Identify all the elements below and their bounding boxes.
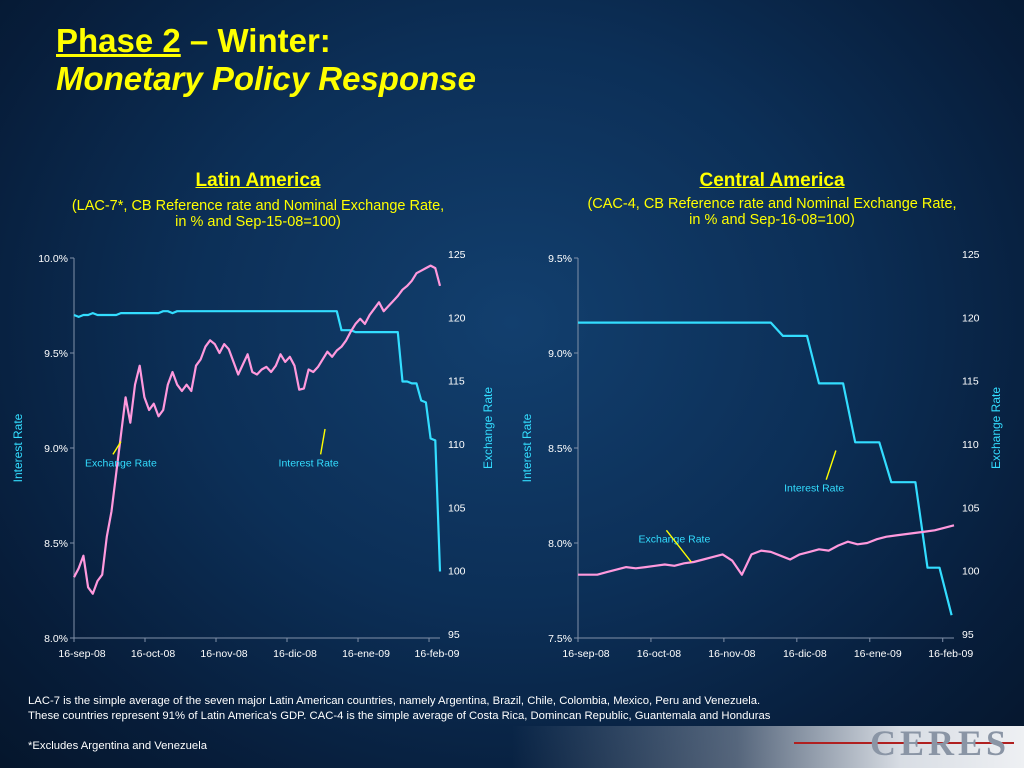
chart2-xtick-label: 16-nov-08: [708, 648, 755, 660]
slide-title-line1: Phase 2 – Winter:: [56, 22, 476, 60]
chart1-xtick-label: 16-nov-08: [200, 648, 247, 660]
chart2-ytick-right-label: 105: [962, 502, 980, 514]
chart2-ytick-left-label: 8.0%: [548, 538, 572, 550]
chart2-ytick-left-label: 9.0%: [548, 348, 572, 360]
chart1-annotation-interest: Interest Rate: [279, 457, 339, 469]
chart1-interest-rate-line: [73, 310, 442, 572]
chart2-xtick-label: 16-ene-09: [854, 648, 902, 660]
chart1-ytick-right-label: 115: [448, 376, 465, 388]
chart1-ytick-right-label: 120: [448, 312, 466, 324]
slide-title-phase: Phase 2: [56, 22, 181, 59]
panel-subtitle-central-america-1: (CAC-4, CB Reference rate and Nominal Ex…: [587, 196, 957, 212]
chart1-ytick-left-label: 10.0%: [38, 253, 68, 265]
chart1-xtick-label: 16-ene-09: [342, 648, 390, 660]
chart1-ytick-right-label: 95: [448, 629, 460, 641]
chart1-exchange-rate-line: [73, 264, 442, 595]
chart2-annotation-interest-arrow: [825, 450, 837, 480]
chart1-annotation-interest-arrow: [319, 428, 326, 455]
chart1-ytick-right-label: 110: [448, 439, 465, 451]
slide-title-line2: Monetary Policy Response: [56, 60, 476, 97]
chart2-xtick-label: 16-sep-08: [562, 648, 609, 660]
chart1-annotation-exchange-arrow: [112, 441, 122, 455]
chart1-ylabel-right: Exchange Rate: [481, 387, 495, 469]
chart1-annotation-exchange: Exchange Rate: [85, 457, 157, 469]
chart2-ytick-right-label: 110: [962, 439, 979, 451]
chart2-ytick-right-label: 95: [962, 629, 974, 641]
chart2-ylabel-right: Exchange Rate: [989, 387, 1003, 469]
panel-title-latin-america: Latin America: [195, 170, 321, 191]
slide-title: Phase 2 – Winter: Monetary Policy Respon…: [56, 22, 476, 98]
slide-title-season: – Winter:: [180, 22, 331, 59]
chart1-ytick-right-label: 125: [448, 249, 466, 261]
logo-accent-line: [794, 742, 1014, 744]
note-lac7: LAC-7 is the simple average of the seven…: [28, 695, 761, 707]
chart2-ytick-left-label: 9.5%: [548, 253, 572, 265]
chart2-ylabel-left: Interest Rate: [520, 413, 534, 482]
chart1-ytick-left-label: 9.5%: [44, 348, 68, 360]
chart2-xtick-label: 16-feb-09: [928, 648, 973, 660]
chart1-xtick-label: 16-feb-09: [415, 648, 460, 660]
chart2-ytick-right-label: 125: [962, 249, 980, 261]
panel-subtitle-latin-america-1: (LAC-7*, CB Reference rate and Nominal E…: [71, 198, 445, 214]
note-gdp-cac4: These countries represent 91% of Latin A…: [28, 710, 771, 722]
chart2-annotation-interest: Interest Rate: [784, 483, 844, 495]
chart2-annotation-exchange-arrow: [665, 529, 692, 563]
panel-subtitle-central-america-2: in % and Sep-16-08=100): [689, 212, 855, 228]
chart2-ytick-right-label: 115: [962, 376, 979, 388]
chart1-ytick-left-label: 8.0%: [44, 633, 68, 645]
chart2-ytick-left-label: 7.5%: [548, 633, 572, 645]
chart2-exchange-rate-line: [578, 524, 955, 576]
chart1-ytick-right-label: 105: [448, 502, 466, 514]
chart1-ytick-left-label: 8.5%: [44, 538, 68, 550]
chart1-ytick-left-label: 9.0%: [44, 443, 68, 455]
chart1-xtick-label: 16-oct-08: [131, 648, 176, 660]
chart1-xtick-label: 16-dic-08: [273, 648, 317, 660]
chart2-xtick-label: 16-dic-08: [783, 648, 827, 660]
footer-band: [0, 726, 1024, 768]
chart1-xtick-label: 16-sep-08: [58, 648, 105, 660]
chart2-ytick-right-label: 100: [962, 566, 980, 578]
chart1-ylabel-left: Interest Rate: [11, 413, 25, 482]
panel-subtitle-latin-america-2: in % and Sep-15-08=100): [175, 214, 341, 230]
chart2-annotation-exchange: Exchange Rate: [639, 533, 711, 545]
chart2-interest-rate-line: [578, 321, 953, 616]
chart1-ytick-right-label: 100: [448, 566, 466, 578]
chart2-xtick-label: 16-oct-08: [637, 648, 682, 660]
chart2-ytick-right-label: 120: [962, 312, 980, 324]
chart2-ytick-left-label: 8.5%: [548, 443, 572, 455]
ceres-logo: CERES: [869, 723, 1010, 763]
footnote: *Excludes Argentina and Venezuela: [28, 740, 208, 752]
panel-title-central-america: Central America: [699, 170, 845, 191]
